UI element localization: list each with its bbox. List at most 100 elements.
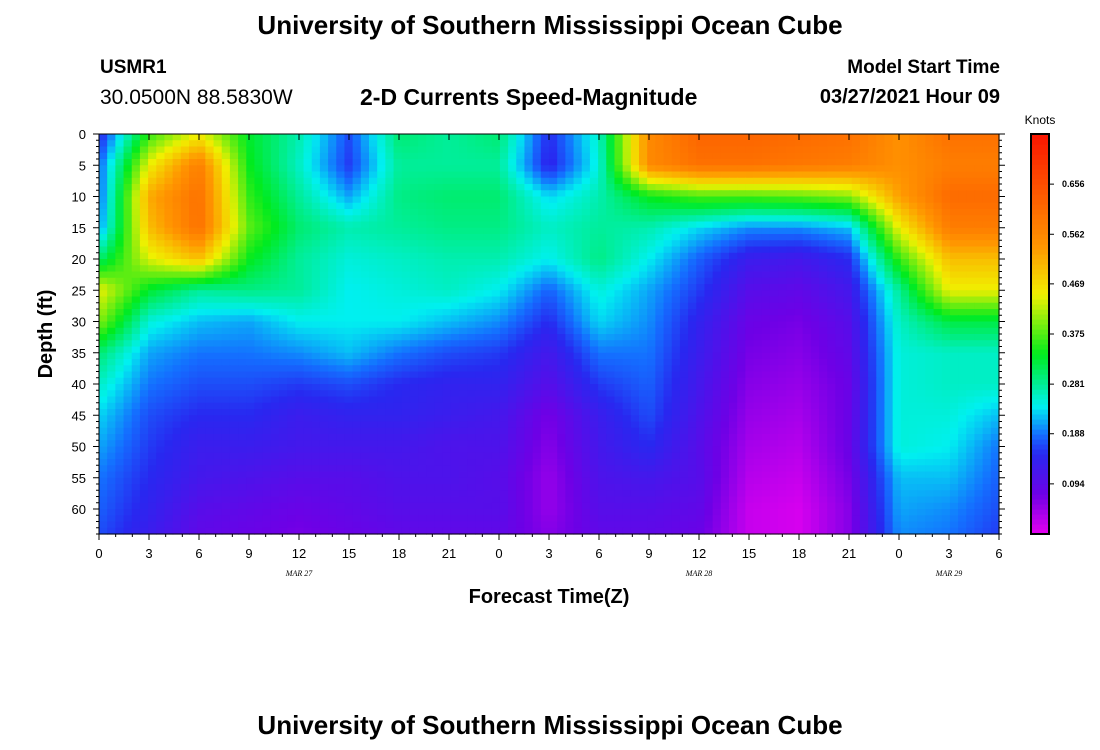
heatmap-cell: [401, 209, 411, 216]
heatmap-cell: [418, 384, 427, 391]
heatmap-cell: [131, 246, 141, 254]
heatmap-cell: [974, 240, 984, 248]
heatmap-cell: [671, 365, 681, 373]
heatmap-cell: [426, 415, 436, 423]
heatmap-cell: [532, 290, 542, 298]
heatmap-cell: [123, 321, 133, 329]
heatmap-cell: [262, 352, 272, 360]
heatmap-cell: [786, 365, 796, 373]
heatmap-cell: [786, 271, 796, 279]
heatmap-cell: [180, 209, 190, 216]
heatmap-cell: [499, 315, 509, 323]
heatmap-cell: [401, 146, 411, 154]
heatmap-cell: [401, 165, 411, 173]
heatmap-cell: [221, 227, 231, 235]
heatmap-cell: [238, 352, 247, 360]
heatmap-cell: [622, 259, 632, 266]
heatmap-cell: [827, 340, 836, 348]
heatmap-cell: [164, 184, 174, 191]
heatmap-cell: [630, 252, 640, 260]
heatmap-cell: [704, 390, 714, 398]
heatmap-cell: [229, 402, 239, 410]
heatmap-cell: [262, 284, 272, 291]
heatmap-cell: [630, 259, 640, 266]
heatmap-cell: [720, 140, 730, 148]
heatmap-cell: [344, 359, 354, 366]
heatmap-cell: [418, 209, 427, 216]
heatmap-cell: [810, 315, 820, 323]
heatmap-cell: [254, 321, 264, 329]
heatmap-cell: [205, 246, 215, 254]
heatmap-cell: [753, 359, 763, 366]
heatmap-cell: [156, 365, 166, 373]
heatmap-cell: [925, 221, 935, 229]
heatmap-cell: [148, 415, 157, 423]
heatmap-cell: [786, 265, 796, 273]
heatmap-cell: [540, 209, 550, 216]
heatmap-cell: [229, 190, 239, 198]
heatmap-cell: [810, 159, 820, 166]
heatmap-cell: [475, 252, 485, 260]
heatmap-cell: [238, 321, 247, 329]
heatmap-cell: [598, 365, 607, 373]
heatmap-cell: [958, 315, 967, 323]
heatmap-cell: [180, 152, 190, 160]
heatmap-cell: [630, 340, 640, 348]
heatmap-cell: [729, 284, 738, 291]
heatmap-cell: [909, 390, 918, 398]
heatmap-cell: [982, 140, 992, 148]
heatmap-cell: [941, 171, 951, 179]
heatmap-cell: [467, 352, 476, 360]
heatmap-cell: [475, 327, 485, 335]
heatmap-cell: [409, 184, 419, 191]
heatmap-cell: [442, 265, 452, 273]
heatmap-cell: [197, 415, 206, 423]
heatmap-cell: [982, 390, 992, 398]
heatmap-cell: [287, 202, 296, 210]
heatmap-cell: [475, 265, 485, 273]
heatmap-cell: [172, 252, 182, 260]
heatmap-cell: [622, 177, 632, 185]
heatmap-cell: [745, 290, 755, 298]
heatmap-cell: [720, 184, 730, 191]
heatmap-cell: [704, 190, 714, 198]
heatmap-cell: [565, 284, 575, 291]
heatmap-cell: [205, 327, 215, 335]
heatmap-cell: [139, 271, 149, 279]
heatmap-cell: [589, 384, 599, 391]
heatmap-cell: [581, 190, 591, 198]
heatmap-cell: [131, 165, 141, 173]
heatmap-cell: [148, 402, 157, 410]
heatmap-cell: [565, 240, 575, 248]
heatmap-cell: [909, 309, 918, 316]
heatmap-cell: [246, 146, 256, 154]
heatmap-cell: [229, 384, 239, 391]
heatmap-cell: [172, 196, 182, 204]
heatmap-cell: [769, 252, 779, 260]
heatmap-cell: [99, 290, 108, 298]
heatmap-cell: [262, 296, 272, 304]
heatmap-cell: [123, 140, 133, 148]
heatmap-cell: [115, 234, 125, 241]
heatmap-cell: [884, 140, 894, 148]
heatmap-cell: [794, 140, 804, 148]
heatmap-cell: [254, 327, 264, 335]
heatmap-cell: [892, 184, 902, 191]
heatmap-cell: [270, 321, 280, 329]
heatmap-cell: [393, 309, 403, 316]
heatmap-cell: [213, 165, 223, 173]
heatmap-cell: [426, 196, 436, 204]
heatmap-cell: [409, 221, 419, 229]
heatmap-cell: [426, 271, 436, 279]
heatmap-cell: [467, 240, 476, 248]
heatmap-cell: [499, 215, 509, 223]
heatmap-cell: [311, 240, 321, 248]
heatmap-cell: [655, 209, 665, 216]
heatmap-cell: [835, 340, 845, 348]
heatmap-cell: [262, 227, 272, 235]
heatmap-cell: [524, 277, 534, 285]
heatmap-cell: [933, 140, 943, 148]
heatmap-cell: [139, 409, 149, 416]
heatmap-cell: [859, 171, 869, 179]
heatmap-cell: [279, 227, 288, 235]
